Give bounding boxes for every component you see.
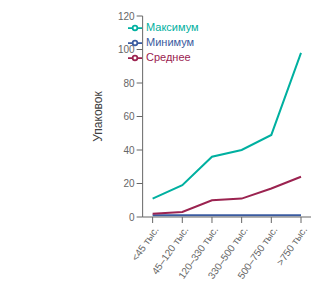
svg-text:>750 тыс.: >750 тыс. bbox=[274, 224, 309, 267]
svg-text:<45 тыс.: <45 тыс. bbox=[129, 224, 161, 262]
svg-text:0: 0 bbox=[129, 212, 135, 223]
svg-text:45–120 тыс.: 45–120 тыс. bbox=[149, 224, 191, 277]
svg-text:60: 60 bbox=[124, 111, 136, 122]
svg-text:500–750 тыс.: 500–750 тыс. bbox=[235, 224, 279, 280]
html-text:Минимум: Минимум bbox=[146, 36, 195, 49]
svg-text:80: 80 bbox=[124, 78, 136, 89]
html-text:Максимум: Максимум bbox=[146, 21, 199, 33]
svg-text:120: 120 bbox=[118, 11, 135, 22]
svg-text:40: 40 bbox=[124, 145, 136, 156]
svg-text:Упаковок: Упаковок bbox=[91, 91, 105, 142]
html-text:Среднее: Среднее bbox=[146, 51, 191, 64]
svg-text:20: 20 bbox=[124, 178, 136, 189]
svg-text:120–330 тыс.: 120–330 тыс. bbox=[176, 224, 221, 281]
svg-text:100: 100 bbox=[118, 44, 135, 55]
svg-text:330–500 тыс.: 330–500 тыс. bbox=[205, 224, 250, 281]
